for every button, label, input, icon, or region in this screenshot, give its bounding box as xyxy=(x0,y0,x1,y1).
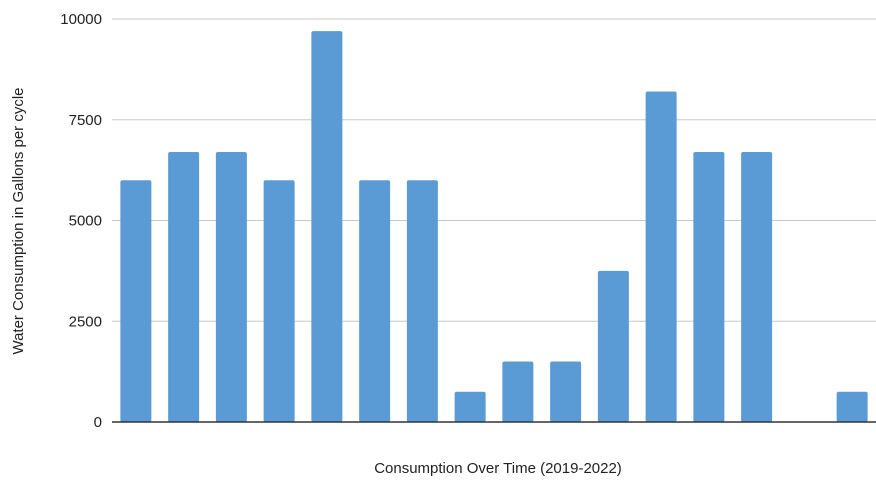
y-tick-label: 10000 xyxy=(60,11,102,28)
bar xyxy=(645,91,677,422)
bar xyxy=(597,270,629,422)
y-tick-label: 7500 xyxy=(69,112,102,129)
x-axis-title: Consumption Over Time (2019-2022) xyxy=(374,460,622,477)
bar xyxy=(215,151,247,423)
bars xyxy=(120,31,868,423)
bar xyxy=(693,151,725,423)
y-axis-title: Water Consumption in Gallons per cycle xyxy=(10,87,27,354)
bar xyxy=(311,31,343,423)
bar xyxy=(168,151,200,423)
y-tick-label: 2500 xyxy=(69,313,102,330)
bar xyxy=(120,180,152,422)
y-tick-label: 0 xyxy=(94,414,102,431)
y-tick-label: 5000 xyxy=(69,213,102,230)
bar xyxy=(502,361,534,422)
bar xyxy=(359,180,391,422)
bar xyxy=(741,151,773,423)
axes: 0 2500 5000 7500 10000 xyxy=(60,11,876,431)
bar xyxy=(406,180,438,422)
bar xyxy=(836,391,868,422)
bar xyxy=(263,180,295,422)
bar xyxy=(454,391,486,422)
bar xyxy=(550,361,582,422)
